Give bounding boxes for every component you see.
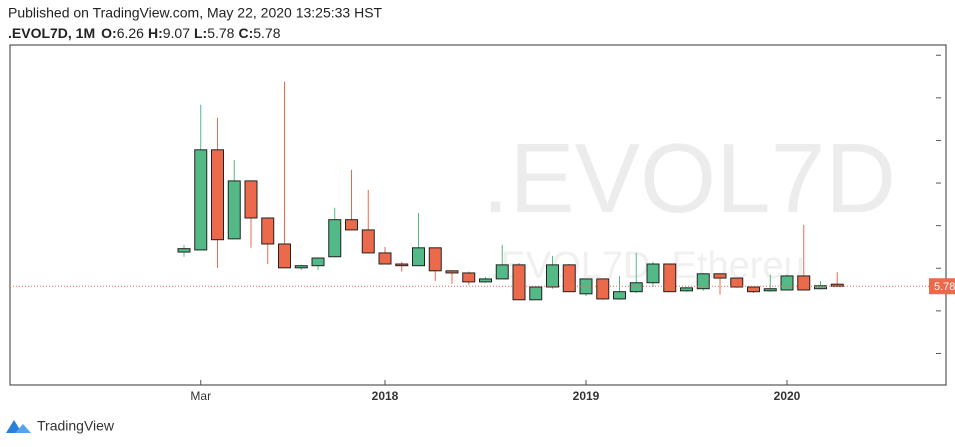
candle-body xyxy=(747,286,760,293)
candle-body xyxy=(629,282,643,293)
footer-logo: TradingView xyxy=(6,418,115,434)
watermark-symbol: .EVOL7D xyxy=(482,123,896,233)
x-tick-label: 2019 xyxy=(573,389,600,403)
candle-body xyxy=(529,286,543,301)
candle-body xyxy=(294,265,308,269)
ohlc-key: H: xyxy=(148,25,163,41)
candle-body xyxy=(378,252,392,265)
candle-body xyxy=(361,229,375,254)
candle-body xyxy=(227,180,241,240)
candle-body xyxy=(345,219,358,231)
last-price-label: 5.78 xyxy=(934,281,955,293)
ohlc-value: 9.07 xyxy=(163,25,190,41)
candle-body xyxy=(395,263,409,267)
candle-body xyxy=(244,180,258,219)
candle-body xyxy=(479,278,492,283)
ohlc-key: O: xyxy=(101,25,117,41)
candle-body xyxy=(680,287,693,292)
plot-frame xyxy=(9,44,947,386)
candle-body xyxy=(412,247,425,267)
candle-body xyxy=(713,273,727,279)
candle-body xyxy=(730,277,744,288)
candle-body xyxy=(696,273,710,290)
candle-body xyxy=(596,278,610,300)
candle-body xyxy=(328,219,342,258)
ohlc-header: .EVOL7D, 1M O:6.26 H:9.07 L:5.78 C:5.78 xyxy=(8,25,281,41)
last-price-box xyxy=(929,278,955,295)
symbol: .EVOL7D, 1M xyxy=(8,25,95,41)
candle-body xyxy=(613,291,626,300)
candle-body xyxy=(177,248,191,253)
plot-area: Mar 2018 2019 2020 5.78 xyxy=(10,54,955,403)
candle-body xyxy=(278,243,291,269)
footer-brand[interactable]: TradingView xyxy=(37,418,115,434)
candle-body xyxy=(261,217,275,245)
candle-body xyxy=(512,264,526,301)
ohlc-value: 5.78 xyxy=(207,25,234,41)
x-tick-label: 2018 xyxy=(372,389,399,403)
publish-line: Published on TradingView.com, May 22, 20… xyxy=(8,5,383,21)
candle-body xyxy=(445,270,459,274)
ohlc-line: .EVOL7D, 1M O:6.26 H:9.07 L:5.78 C:5.78 xyxy=(8,25,281,41)
ohlc-value: 5.78 xyxy=(253,25,280,41)
candle-body xyxy=(495,264,509,280)
candle-body xyxy=(830,283,844,287)
candle-body xyxy=(211,149,224,241)
candle-body xyxy=(814,285,827,290)
ohlc-key: L: xyxy=(194,25,207,41)
candle-body xyxy=(428,247,442,272)
candle-body xyxy=(663,263,677,293)
candle-body xyxy=(194,149,208,251)
candle-body xyxy=(462,272,476,283)
x-tick-label: Mar xyxy=(190,389,211,403)
candle-body xyxy=(311,257,325,267)
candle-body xyxy=(562,264,576,293)
candle-body xyxy=(797,275,811,291)
ohlc-value: 6.26 xyxy=(117,25,144,41)
ohlc-key: C: xyxy=(238,25,253,41)
logo-icon xyxy=(15,424,31,433)
candle-body xyxy=(780,275,794,291)
candle-body xyxy=(646,263,660,284)
x-tick-label: 2020 xyxy=(774,389,801,403)
candle-body xyxy=(763,288,777,292)
candle-body xyxy=(546,264,559,288)
